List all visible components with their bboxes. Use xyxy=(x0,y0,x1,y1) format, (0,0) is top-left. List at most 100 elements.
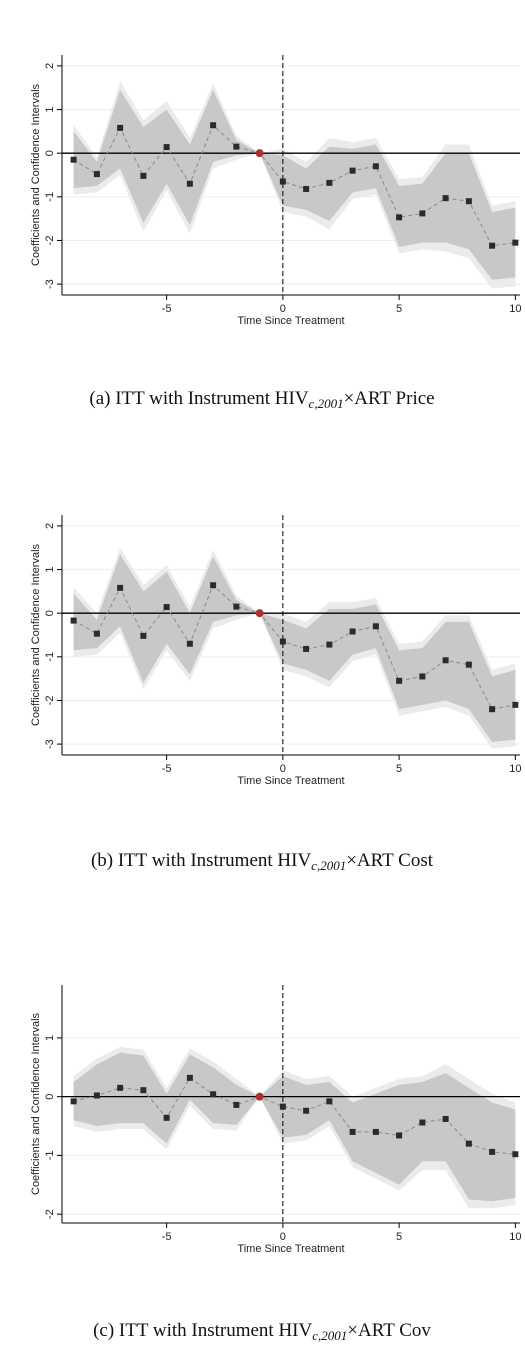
reference-point xyxy=(255,149,264,158)
x-tick-label: 10 xyxy=(509,1231,521,1243)
y-tick-label: -1 xyxy=(44,652,56,662)
x-tick-label: 0 xyxy=(280,303,286,315)
y-tick-label: -3 xyxy=(44,739,56,749)
caption-subscript: c,2001 xyxy=(311,858,346,873)
estimate-marker xyxy=(326,179,333,186)
y-tick-label: -1 xyxy=(44,192,56,202)
y-axis-title: Coefficients and Confidence Intervals xyxy=(30,543,42,726)
y-axis-title: Coefficients and Confidence Intervals xyxy=(30,1012,42,1195)
estimate-marker xyxy=(512,701,519,708)
estimate-marker xyxy=(117,124,124,131)
estimate-marker xyxy=(70,1098,77,1105)
y-tick-label: 1 xyxy=(44,566,56,572)
x-axis-title: Time Since Treatment xyxy=(237,775,344,787)
x-tick-label: 5 xyxy=(396,763,402,775)
estimate-marker xyxy=(489,242,496,249)
caption: (c) ITT with Instrument HIVc,2001×ART Co… xyxy=(93,1320,431,1343)
estimate-marker xyxy=(349,1128,356,1135)
event-study-chart: -2 -1 0 1 -5 0 5 10 Time Since Treatment Coeffici… xyxy=(30,985,521,1343)
x-tick-label: 10 xyxy=(509,303,521,315)
estimate-marker xyxy=(233,143,240,150)
x-tick-label: -5 xyxy=(162,1231,172,1243)
caption-text: (b) ITT with Instrument HIV xyxy=(91,850,311,871)
estimate-marker xyxy=(465,198,472,205)
y-tick-label: -2 xyxy=(44,236,56,246)
y-tick-label: -3 xyxy=(44,279,56,289)
x-tick-label: 0 xyxy=(280,1231,286,1243)
estimate-marker xyxy=(512,239,519,246)
y-tick-label: 2 xyxy=(44,523,56,529)
caption-text: (a) ITT with Instrument HIV xyxy=(89,388,308,409)
y-tick-label: 0 xyxy=(44,610,56,616)
x-tick-label: 0 xyxy=(280,763,286,775)
reference-point xyxy=(255,1092,264,1101)
estimate-marker xyxy=(326,641,333,648)
estimate-marker xyxy=(419,673,426,680)
x-axis-title: Time Since Treatment xyxy=(237,315,344,327)
estimate-marker xyxy=(349,167,356,174)
estimate-marker xyxy=(210,1091,217,1098)
x-tick-label: -5 xyxy=(162,303,172,315)
y-tick-label: 2 xyxy=(44,63,56,69)
estimate-marker xyxy=(303,185,310,192)
caption-text: ×ART Price xyxy=(344,388,435,409)
estimate-marker xyxy=(233,1101,240,1108)
x-axis-title: Time Since Treatment xyxy=(237,1243,344,1255)
estimate-marker xyxy=(396,214,403,221)
caption-text: ×ART Cov xyxy=(347,1320,431,1341)
estimate-marker xyxy=(117,1084,124,1091)
y-tick-label: 1 xyxy=(44,1035,56,1041)
y-tick-label: 0 xyxy=(44,1094,56,1100)
caption-text: (c) ITT with Instrument HIV xyxy=(93,1320,312,1341)
estimate-marker xyxy=(233,603,240,610)
estimate-marker xyxy=(163,1114,170,1121)
estimate-marker xyxy=(117,584,124,591)
estimate-marker xyxy=(442,195,449,202)
estimate-marker xyxy=(93,171,100,178)
estimate-marker xyxy=(279,178,286,185)
estimate-marker xyxy=(186,640,193,647)
y-tick-label: 0 xyxy=(44,150,56,156)
y-tick-label: 1 xyxy=(44,106,56,112)
estimate-line xyxy=(73,1077,516,1155)
estimate-marker xyxy=(442,657,449,664)
caption-subscript: c,2001 xyxy=(309,396,344,411)
estimate-marker xyxy=(419,1119,426,1126)
estimate-marker xyxy=(465,661,472,668)
estimate-marker xyxy=(372,163,379,170)
ci-band xyxy=(73,1052,516,1202)
reference-point xyxy=(255,609,264,618)
estimate-marker xyxy=(70,617,77,624)
estimate-line xyxy=(73,584,516,710)
estimate-marker xyxy=(186,180,193,187)
estimate-marker xyxy=(442,1115,449,1122)
y-tick-label: -2 xyxy=(44,696,56,706)
caption-subscript: c,2001 xyxy=(312,1328,347,1343)
x-tick-label: 10 xyxy=(509,763,521,775)
caption-text: ×ART Cost xyxy=(346,850,434,871)
x-tick-label: 5 xyxy=(396,303,402,315)
event-study-chart: -3 -2 -1 0 1 2 -5 0 5 10 Time Since Treatment Coeff… xyxy=(30,515,521,873)
y-tick-label: -1 xyxy=(44,1151,56,1161)
event-study-chart: -3 -2 -1 0 1 2 -5 0 5 10 Time Since Treatment Coeff… xyxy=(30,55,521,411)
estimate-marker xyxy=(465,1140,472,1147)
estimate-marker xyxy=(396,1132,403,1139)
estimate-marker xyxy=(140,172,147,179)
estimate-marker xyxy=(372,623,379,630)
estimate-marker xyxy=(512,1151,519,1158)
y-tick-label: -2 xyxy=(44,1209,56,1219)
estimate-marker xyxy=(93,1092,100,1099)
estimate-marker xyxy=(349,628,356,635)
ci-band xyxy=(73,554,516,742)
estimate-marker xyxy=(303,1107,310,1114)
estimate-marker xyxy=(279,638,286,645)
x-tick-label: -5 xyxy=(162,763,172,775)
estimate-marker xyxy=(326,1098,333,1105)
estimate-marker xyxy=(186,1074,193,1081)
estimate-marker xyxy=(279,1103,286,1110)
estimate-marker xyxy=(210,122,217,129)
estimate-marker xyxy=(372,1128,379,1135)
caption: (a) ITT with Instrument HIVc,2001×ART Pr… xyxy=(89,388,434,411)
y-axis-title: Coefficients and Confidence Intervals xyxy=(30,83,42,266)
estimate-marker xyxy=(489,706,496,713)
